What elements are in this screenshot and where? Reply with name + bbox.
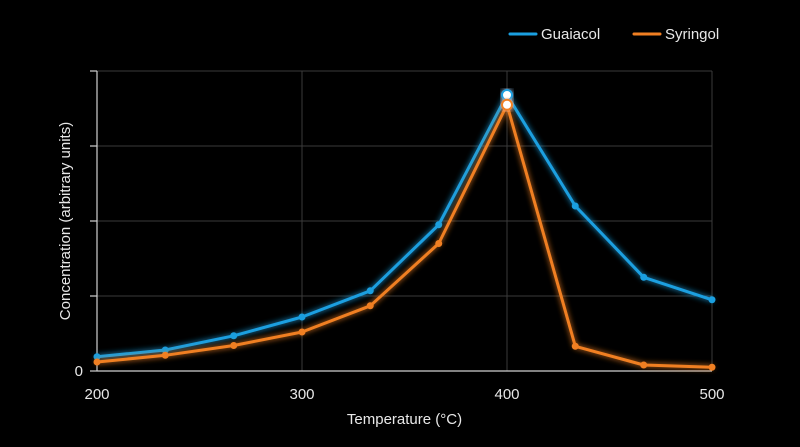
legend-label: Syringol	[665, 26, 719, 43]
peak-point	[501, 98, 513, 111]
data-point	[366, 302, 374, 310]
series-layer	[93, 89, 716, 371]
x-axis-label: Temperature (°C)	[347, 411, 462, 428]
data-point	[230, 342, 238, 349]
x-tick-label: 200	[84, 386, 109, 403]
data-point	[640, 273, 648, 281]
data-point	[93, 358, 101, 366]
series-line	[95, 93, 714, 359]
y-tick-label: 0	[75, 363, 83, 380]
data-point	[230, 332, 238, 340]
x-tick-label: 400	[494, 386, 519, 403]
data-point	[93, 353, 101, 361]
data-point	[708, 296, 716, 304]
x-tick-label: 500	[699, 386, 724, 403]
data-point	[640, 361, 648, 369]
x-tick-label: 300	[289, 386, 314, 403]
data-point	[366, 287, 374, 295]
data-point	[435, 240, 443, 247]
data-point	[571, 342, 579, 350]
y-tick-labels: 0	[75, 363, 83, 380]
legend-item-syringol: Syringol	[632, 26, 719, 43]
data-point	[161, 346, 169, 354]
axes	[90, 70, 712, 372]
y-axis-label: Concentration (arbitrary units)	[57, 122, 74, 320]
data-point	[571, 202, 579, 210]
data-point	[298, 313, 306, 321]
data-point	[298, 328, 306, 336]
x-tick-labels: 200 300 400 500	[84, 386, 724, 403]
data-point	[708, 363, 716, 371]
series-line	[95, 103, 714, 369]
peak-point	[501, 89, 513, 101]
legend-label: Guaiacol	[541, 26, 600, 43]
series-guaiacol	[93, 89, 716, 361]
legend-item-guaiacol: Guaiacol	[508, 26, 600, 43]
series-syringol	[93, 98, 716, 371]
legend: Guaiacol Syringol	[508, 26, 719, 43]
data-point	[435, 221, 443, 229]
grid	[97, 70, 713, 371]
data-point	[161, 351, 169, 359]
